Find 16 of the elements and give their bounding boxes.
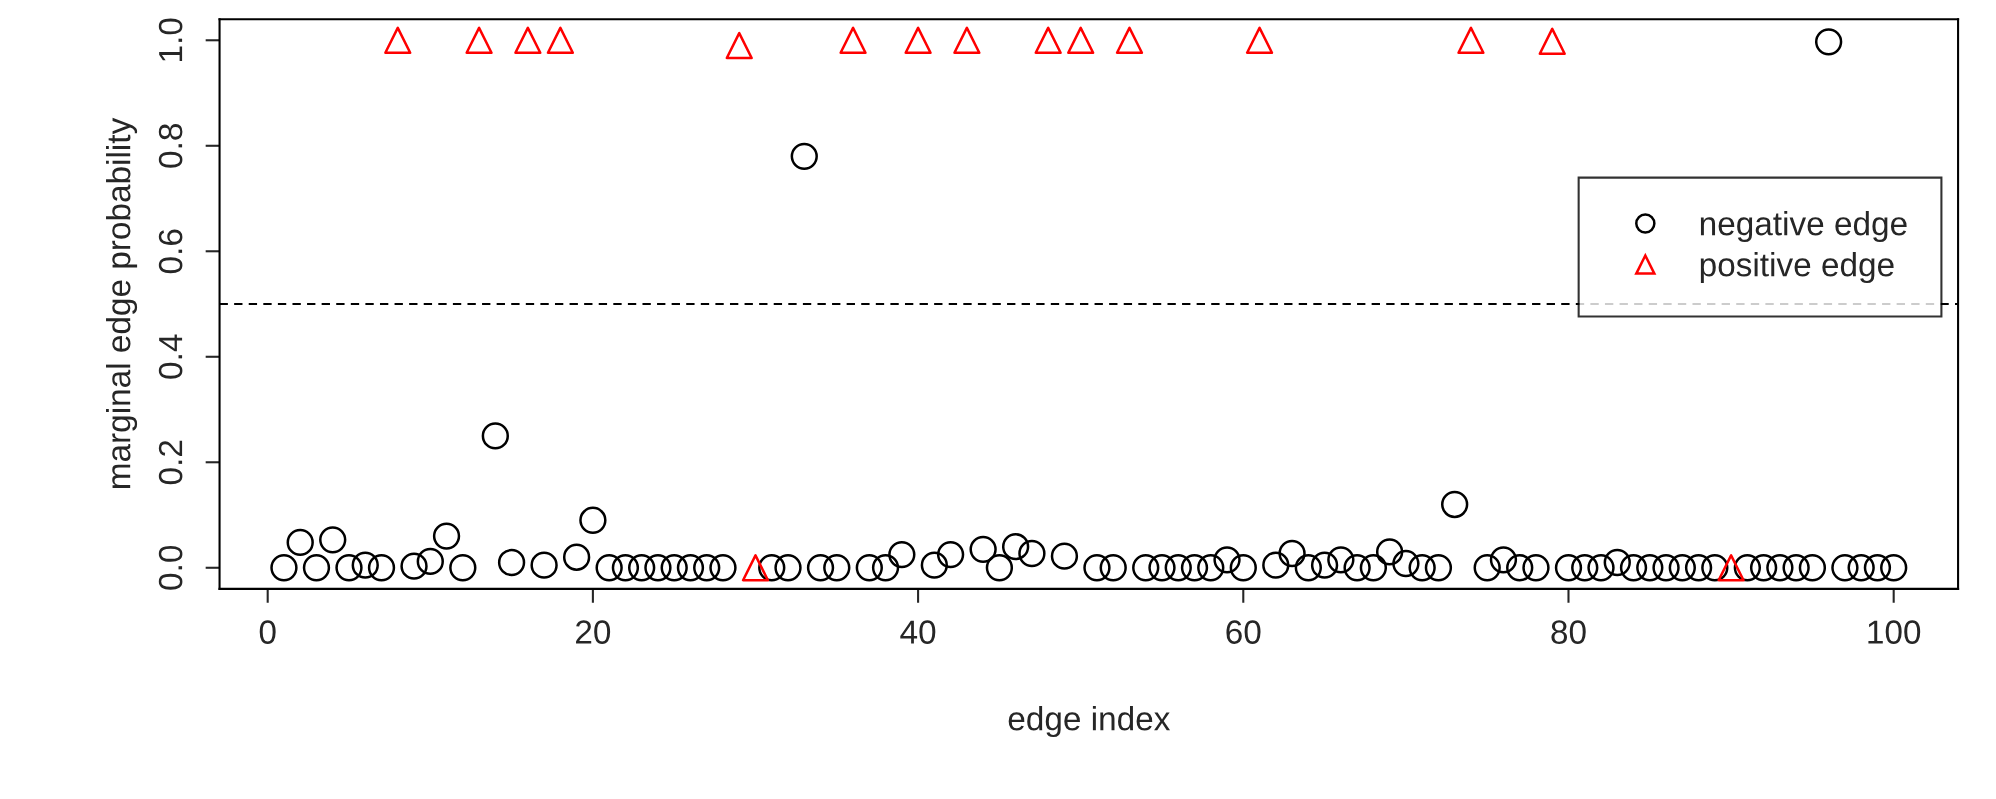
x-tick-label: 20 bbox=[576, 620, 611, 644]
y-tick-label: 0.0 bbox=[158, 545, 183, 590]
y-tick-label: 0.2 bbox=[158, 440, 183, 485]
y-tick-label: 0.6 bbox=[158, 229, 183, 274]
y-axis-title: marginal edge probability bbox=[106, 117, 138, 489]
x-axis-title: edge index bbox=[1008, 706, 1171, 738]
y-tick-label: 0.4 bbox=[158, 334, 183, 379]
y-tick-label: 0.8 bbox=[158, 124, 183, 168]
x-tick-label: 0 bbox=[259, 620, 276, 644]
x-tick-label: 80 bbox=[1551, 620, 1586, 644]
legend-label: negative edge bbox=[1700, 210, 1907, 243]
x-tick-label: 40 bbox=[900, 620, 936, 644]
x-tick-label: 100 bbox=[1868, 620, 1921, 644]
x-tick-label: 60 bbox=[1226, 620, 1261, 644]
legend-label: positive edge bbox=[1700, 252, 1894, 284]
y-tick-label: 1.0 bbox=[158, 18, 183, 61]
